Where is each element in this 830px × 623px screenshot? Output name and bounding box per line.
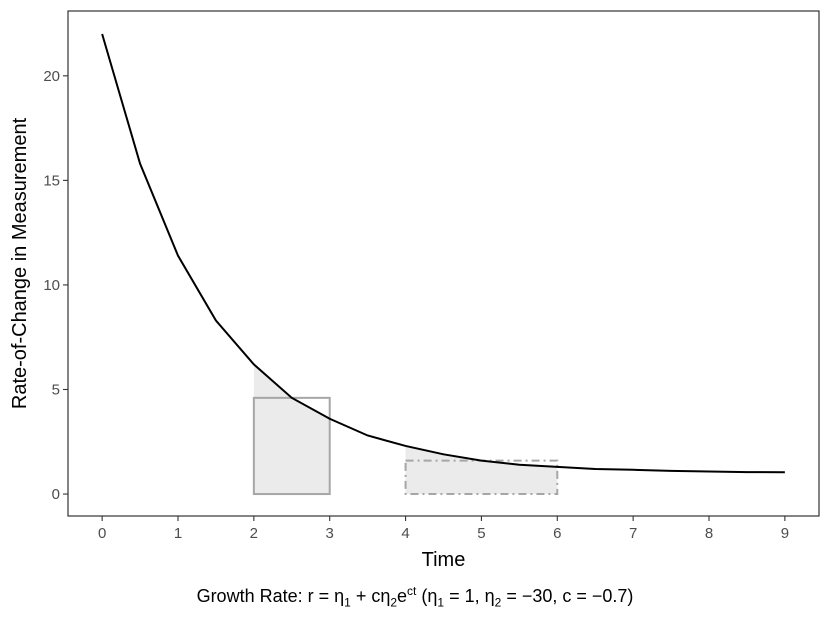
- y-tick-label-10: 10: [43, 277, 60, 294]
- chart: 0 1 2 3 4 5 6 7 8 9 0 5 10 15 20 Time Rate-of-Change …: [9, 10, 820, 571]
- caption-param-rest: = −30, c = −0.7): [501, 586, 634, 606]
- chart-caption: Growth Rate: r = η1 + cη2ect (η1 = 1, η2…: [0, 584, 830, 610]
- x-tick-label-7: 7: [629, 525, 637, 542]
- x-tick-label-1: 1: [174, 525, 182, 542]
- y-axis-title: Rate-of-Change in Measurement: [9, 117, 31, 409]
- x-tick-label-6: 6: [553, 525, 561, 542]
- shaded-area-1: [253, 364, 330, 495]
- y-axis: 0 5 10 15 20: [43, 68, 68, 503]
- caption-sub-2: 2: [390, 595, 398, 610]
- caption-params: (η: [416, 586, 438, 606]
- caption-sup: ct: [407, 584, 417, 598]
- caption-prefix: Growth Rate: r = η: [196, 586, 345, 606]
- x-tick-label-8: 8: [705, 525, 713, 542]
- caption-plus: + cη: [350, 586, 391, 606]
- x-axis: 0 1 2 3 4 5 6 7 8 9: [98, 516, 789, 542]
- y-tick-label-20: 20: [43, 68, 60, 85]
- caption-param-mid: = 1, η: [444, 586, 495, 606]
- x-tick-label-0: 0: [98, 525, 106, 542]
- x-tick-label-2: 2: [250, 525, 258, 542]
- x-tick-label-4: 4: [401, 525, 409, 542]
- caption-e: e: [397, 586, 408, 606]
- growth-rate-curve: [101, 33, 785, 474]
- caption-sub-1: 1: [344, 595, 351, 610]
- x-tick-label-9: 9: [781, 525, 789, 542]
- caption-param-sub-2: 2: [494, 595, 502, 610]
- shaded-area-2: [405, 445, 558, 495]
- x-axis-title: Time: [422, 549, 466, 571]
- y-tick-label-15: 15: [43, 172, 60, 189]
- plot-panel: [67, 10, 820, 517]
- y-tick-label-0: 0: [52, 486, 60, 503]
- x-tick-label-5: 5: [477, 525, 485, 542]
- y-tick-label-5: 5: [52, 381, 60, 398]
- caption-param-sub-1: 1: [437, 595, 445, 610]
- x-tick-label-3: 3: [326, 525, 334, 542]
